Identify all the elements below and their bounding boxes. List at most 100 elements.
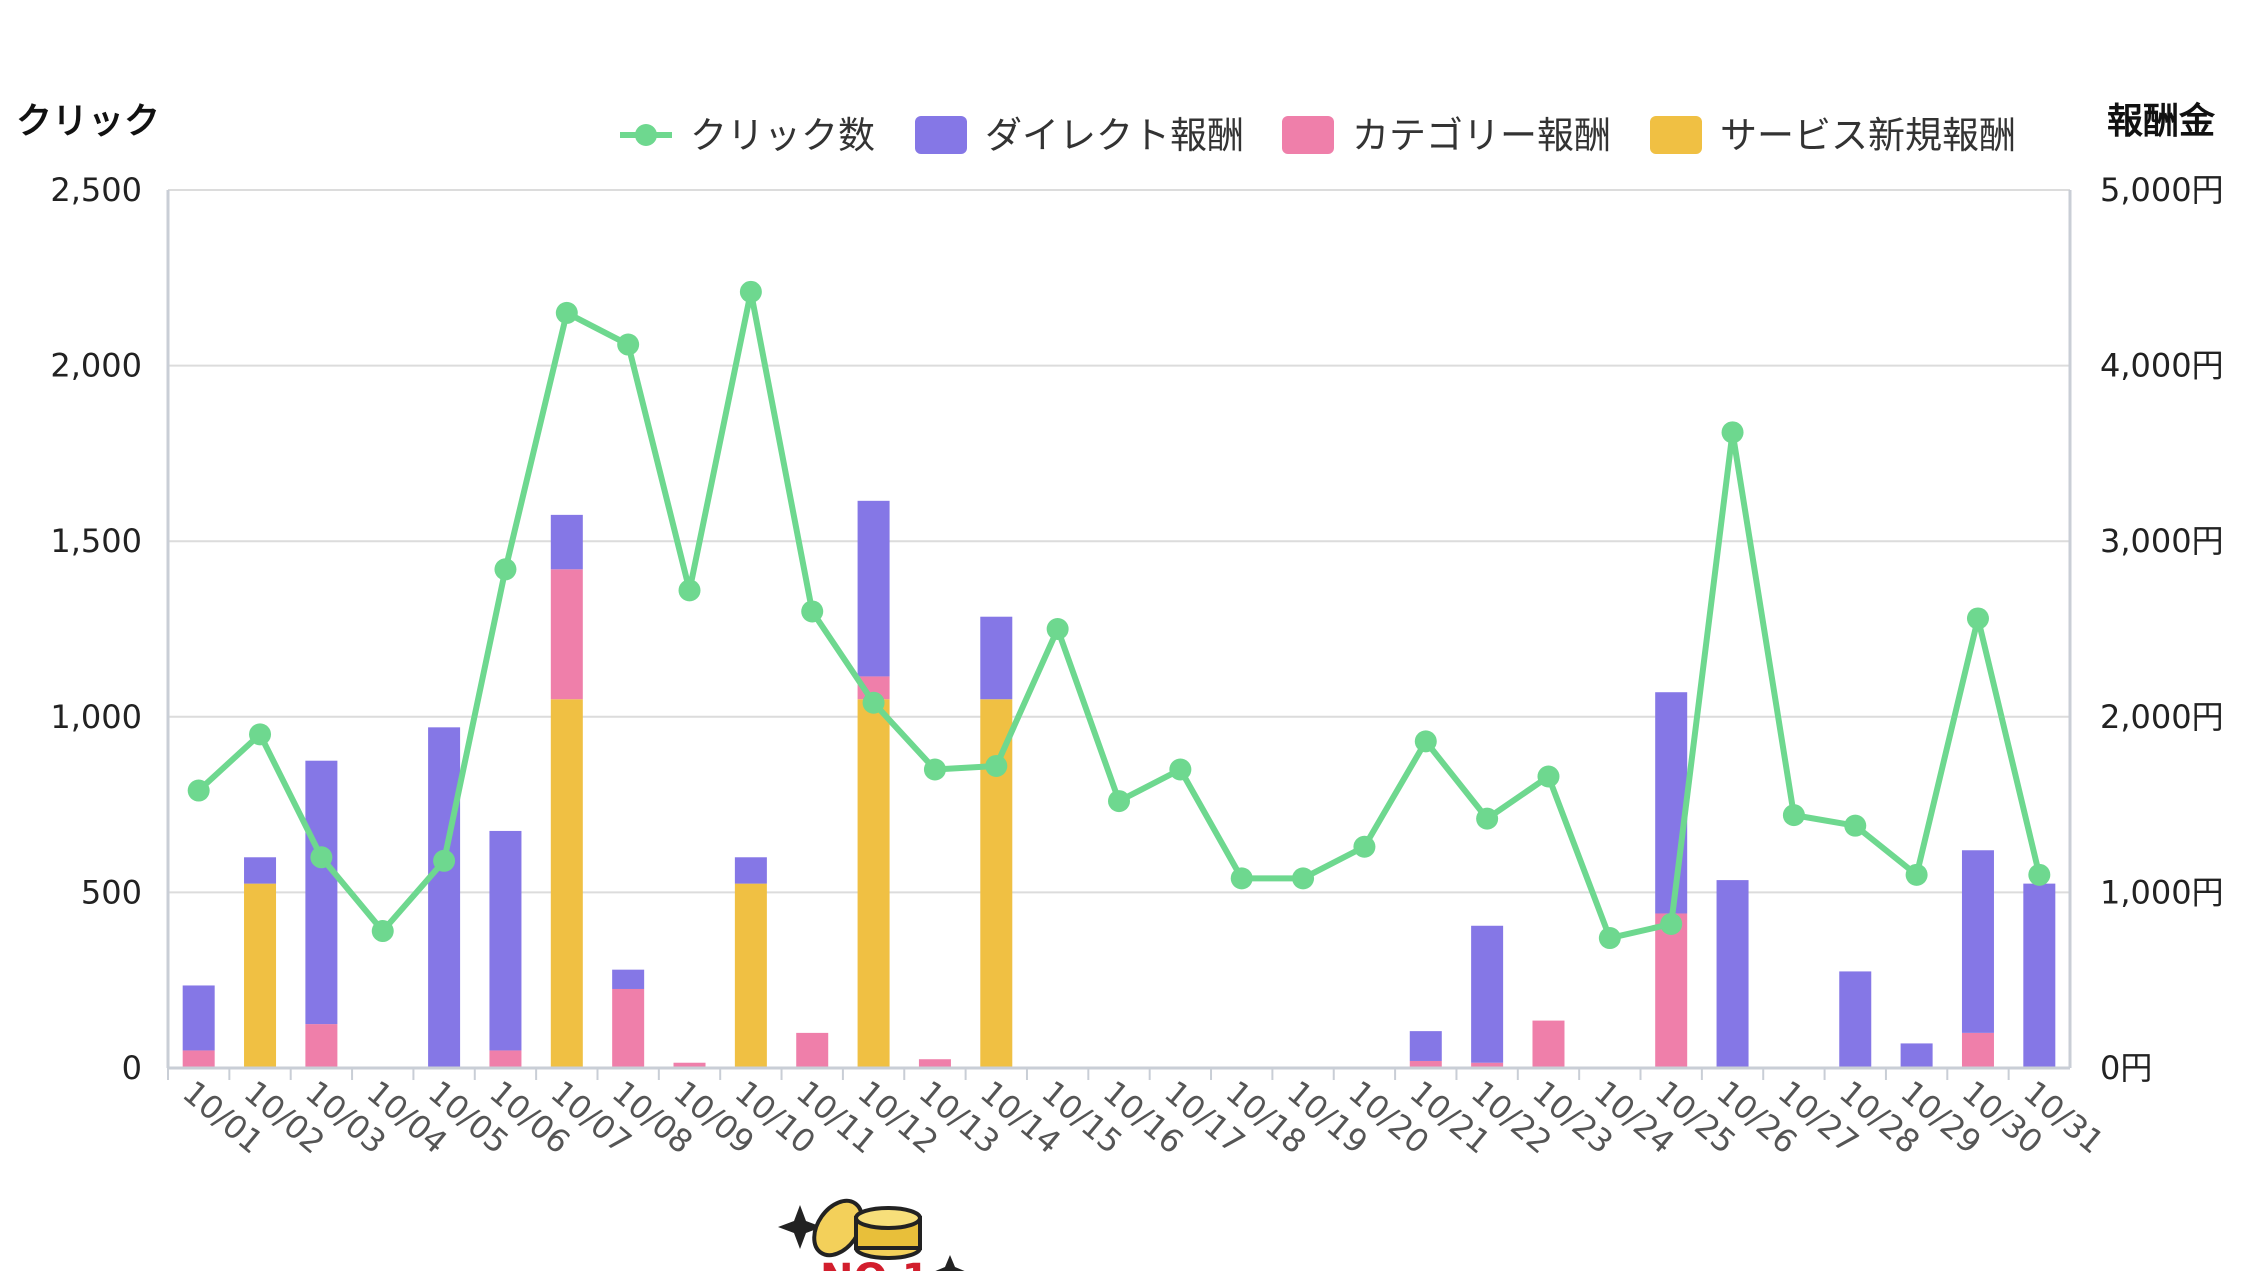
right-tick-label: 0円 <box>2100 1049 2152 1087</box>
legend-item[interactable]: クリック数 <box>620 114 875 157</box>
bar-カテゴリー報酬 <box>1961 1032 1994 1068</box>
axes: 0 500 1,000 1,500 2,000 2,500 0円 1,000円 2,000円 3,… <box>50 171 2223 1161</box>
left-tick-label: 2,000 <box>50 347 142 385</box>
click-count-line <box>196 288 2043 942</box>
right-tick-label: 5,000円 <box>2100 171 2224 209</box>
bar-カテゴリー報酬 <box>305 1024 338 1068</box>
bar-ダイレクト報酬 <box>244 857 277 884</box>
bar-サービス新規報酬 <box>857 699 890 1068</box>
bar-サービス新規報酬 <box>734 883 767 1068</box>
click-count-point <box>1353 835 1376 858</box>
legend-point-swatch <box>635 124 657 146</box>
click-count-point <box>555 301 578 324</box>
click-count-point <box>1169 758 1192 781</box>
click-count-point <box>923 758 946 781</box>
bar-カテゴリー報酬 <box>1471 1062 1504 1068</box>
left-tick-label: 1,000 <box>50 698 142 736</box>
click-count-point <box>678 579 701 602</box>
right-tick-label: 4,000円 <box>2100 347 2224 385</box>
click-count-point <box>1782 804 1805 827</box>
coin-stack-icon <box>778 1198 965 1271</box>
bar-ダイレクト報酬 <box>1716 880 1749 1068</box>
click-count-point <box>1230 867 1253 890</box>
click-count-point <box>433 849 456 872</box>
bar-ダイレクト報酬 <box>2023 883 2056 1068</box>
left-axis-title: クリック <box>16 101 160 142</box>
click-count-point <box>494 558 517 581</box>
bar-カテゴリー報酬 <box>489 1050 522 1068</box>
click-count-point <box>617 333 640 356</box>
bar-サービス新規報酬 <box>244 883 277 1068</box>
bar-series <box>182 500 2056 1068</box>
click-count-point <box>2028 863 2051 886</box>
bar-ダイレクト報酬 <box>305 760 338 1025</box>
bar-カテゴリー報酬 <box>1532 1020 1565 1068</box>
bar-ダイレクト報酬 <box>1961 850 1994 1033</box>
bar-ダイレクト報酬 <box>734 857 767 884</box>
click-count-point <box>1966 607 1989 630</box>
legend-label: ダイレクト報酬 <box>985 114 1244 157</box>
bar-カテゴリー報酬 <box>796 1032 829 1068</box>
bar-カテゴリー報酬 <box>1655 913 1688 1068</box>
bar-カテゴリー報酬 <box>673 1062 706 1068</box>
click-count-point <box>1721 421 1744 444</box>
legend-label: サービス新規報酬 <box>1720 114 2016 157</box>
bar-カテゴリー報酬 <box>612 988 645 1068</box>
line-series <box>187 280 2051 950</box>
bar-ダイレクト報酬 <box>1900 1043 1933 1068</box>
click-count-point <box>1660 913 1683 936</box>
click-count-point <box>801 600 824 623</box>
click-count-point <box>1108 790 1130 813</box>
click-count-point <box>985 754 1008 777</box>
click-count-point <box>739 280 762 303</box>
bar-サービス新規報酬 <box>550 699 583 1068</box>
bar-ダイレクト報酬 <box>1409 1031 1442 1061</box>
click-count-point <box>1844 814 1867 837</box>
legend-swatch <box>1650 116 1702 154</box>
bar-ダイレクト報酬 <box>1839 971 1872 1068</box>
bar-サービス新規報酬 <box>980 699 1013 1068</box>
click-count-point <box>862 691 885 714</box>
legend-swatch <box>915 116 967 154</box>
legend-swatch <box>1282 116 1334 154</box>
click-count-point <box>371 920 394 943</box>
left-tick-label: 1,500 <box>50 522 142 560</box>
right-axis-title: 報酬金 <box>2107 100 2216 142</box>
bar-ダイレクト報酬 <box>428 727 461 1068</box>
legend: クリック数 ダイレクト報酬 カテゴリー報酬 サービス新規報酬 <box>620 114 2016 157</box>
bar-ダイレクト報酬 <box>857 500 890 677</box>
bar-ダイレクト報酬 <box>980 616 1013 700</box>
bar-カテゴリー報酬 <box>918 1059 951 1068</box>
left-tick-label: 500 <box>81 873 142 911</box>
click-count-point <box>1598 927 1621 950</box>
grid-lines <box>168 189 2070 894</box>
click-count-point <box>1414 730 1437 753</box>
bar-カテゴリー報酬 <box>550 569 583 700</box>
click-count-point <box>187 779 210 802</box>
legend-item[interactable]: カテゴリー報酬 <box>1282 114 1611 157</box>
left-tick-label: 2,500 <box>50 171 142 209</box>
bar-ダイレクト報酬 <box>1471 925 1504 1063</box>
no1-badge: NO.1 <box>778 1198 965 1271</box>
click-count-point <box>1537 765 1560 788</box>
right-tick-label: 3,000円 <box>2100 522 2224 560</box>
right-tick-label: 1,000円 <box>2100 873 2224 911</box>
bar-ダイレクト報酬 <box>182 985 215 1051</box>
legend-item[interactable]: サービス新規報酬 <box>1650 114 2016 157</box>
legend-item[interactable]: ダイレクト報酬 <box>915 114 1244 157</box>
click-count-point <box>310 846 333 869</box>
legend-label: クリック数 <box>690 114 875 157</box>
legend-label: カテゴリー報酬 <box>1352 114 1611 157</box>
bar-ダイレクト報酬 <box>550 514 583 570</box>
click-count-point <box>1292 867 1315 890</box>
badge-text: NO.1 <box>820 1256 930 1271</box>
bar-カテゴリー報酬 <box>1409 1060 1442 1068</box>
bar-ダイレクト報酬 <box>489 830 522 1051</box>
click-count-point <box>1905 863 1928 886</box>
click-count-point <box>1476 807 1499 830</box>
bar-カテゴリー報酬 <box>182 1050 215 1068</box>
left-tick-label: 0 <box>122 1049 142 1087</box>
bar-ダイレクト報酬 <box>1655 692 1688 914</box>
